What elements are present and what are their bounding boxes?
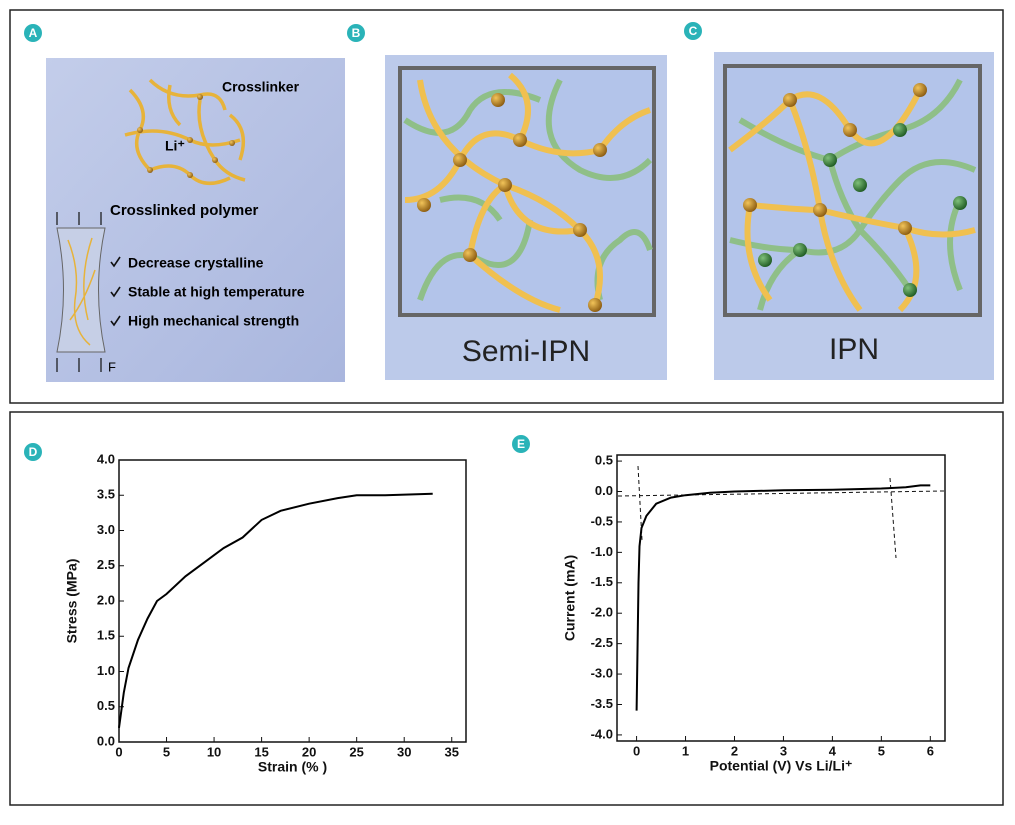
crosslinks xyxy=(743,83,927,235)
x-tick-label: 20 xyxy=(302,744,316,759)
y-tick-label: -3.5 xyxy=(591,696,613,711)
x-tick-label: 30 xyxy=(397,744,411,759)
x-axis-label: Potential (V) Vs Li/Li⁺ xyxy=(710,758,853,774)
arrows xyxy=(56,212,102,372)
x-tick-label: 5 xyxy=(878,743,885,758)
y-tick-label: -2.0 xyxy=(591,605,613,620)
data-line xyxy=(635,484,931,711)
x-tick-label: 15 xyxy=(254,744,268,759)
panel-label: C xyxy=(689,24,698,38)
y-tick-label: -3.0 xyxy=(591,666,613,681)
y-tick-label: 1.0 xyxy=(97,663,115,678)
crosslinks xyxy=(417,93,607,312)
x-tick-label: 1 xyxy=(682,743,689,758)
point: High mechanical strength xyxy=(128,313,299,329)
checkmarks xyxy=(110,256,121,327)
y-tick-label: -4.0 xyxy=(591,726,613,741)
specimen-chains xyxy=(67,237,96,346)
y-tick-label: -0.5 xyxy=(591,513,613,528)
caption: Semi-IPN xyxy=(462,335,590,368)
x-tick-label: 35 xyxy=(445,744,459,759)
bottom-frame xyxy=(9,411,1004,806)
y-tick-label: 0.5 xyxy=(595,453,613,468)
panel-label: A xyxy=(29,26,38,40)
y-tick-label: -2.5 xyxy=(591,635,613,650)
y-tick-label: 0.0 xyxy=(97,733,115,748)
y-tick-label: 2.0 xyxy=(97,592,115,607)
panel-labels: A B C D E xyxy=(24,22,702,461)
y-tick-label: 2.5 xyxy=(97,557,115,572)
y-axis-label: Stress (MPa) xyxy=(64,559,80,644)
tangent-lines xyxy=(617,465,945,559)
crosslinks xyxy=(137,94,235,178)
caption: IPN xyxy=(829,333,879,366)
caption: Crosslinked polymer xyxy=(110,202,259,219)
y-tick-label: 4.0 xyxy=(97,451,115,466)
ion: Li⁺ xyxy=(165,138,185,154)
data-line xyxy=(118,492,433,729)
y-tick-label: 0.0 xyxy=(595,483,613,498)
x-tick-label: 2 xyxy=(731,743,738,758)
x-tick-label: 6 xyxy=(927,743,934,758)
panel-label: E xyxy=(517,437,525,451)
y-tick-label: 0.5 xyxy=(97,698,115,713)
specimen xyxy=(56,227,106,353)
point: Decrease crystalline xyxy=(128,255,264,271)
green-links xyxy=(758,123,967,297)
y-tick-label: 3.0 xyxy=(97,522,115,537)
y-tick-label: -1.0 xyxy=(591,544,613,559)
point: Stable at high temperature xyxy=(128,284,305,300)
y-tick-label: -1.5 xyxy=(591,574,613,589)
panel-label: D xyxy=(29,445,38,459)
x-tick-label: 5 xyxy=(163,744,170,759)
plot-frame xyxy=(616,454,946,742)
x-tick-label: 3 xyxy=(780,743,787,758)
y-axis-label: Current (mA) xyxy=(562,555,578,641)
panel-label: B xyxy=(352,26,361,40)
x-tick-label: 10 xyxy=(207,744,221,759)
x-tick-label: 0 xyxy=(633,743,640,758)
x-axis-label: Strain (% ) xyxy=(258,759,327,775)
y-tick-label: 3.5 xyxy=(97,487,115,502)
crosslinker: Crosslinker xyxy=(222,79,300,95)
x-tick-label: 0 xyxy=(115,744,122,759)
force: F xyxy=(108,359,116,374)
x-tick-label: 4 xyxy=(829,743,837,758)
y-tick-label: 1.5 xyxy=(97,628,115,643)
x-tick-label: 25 xyxy=(349,744,363,759)
